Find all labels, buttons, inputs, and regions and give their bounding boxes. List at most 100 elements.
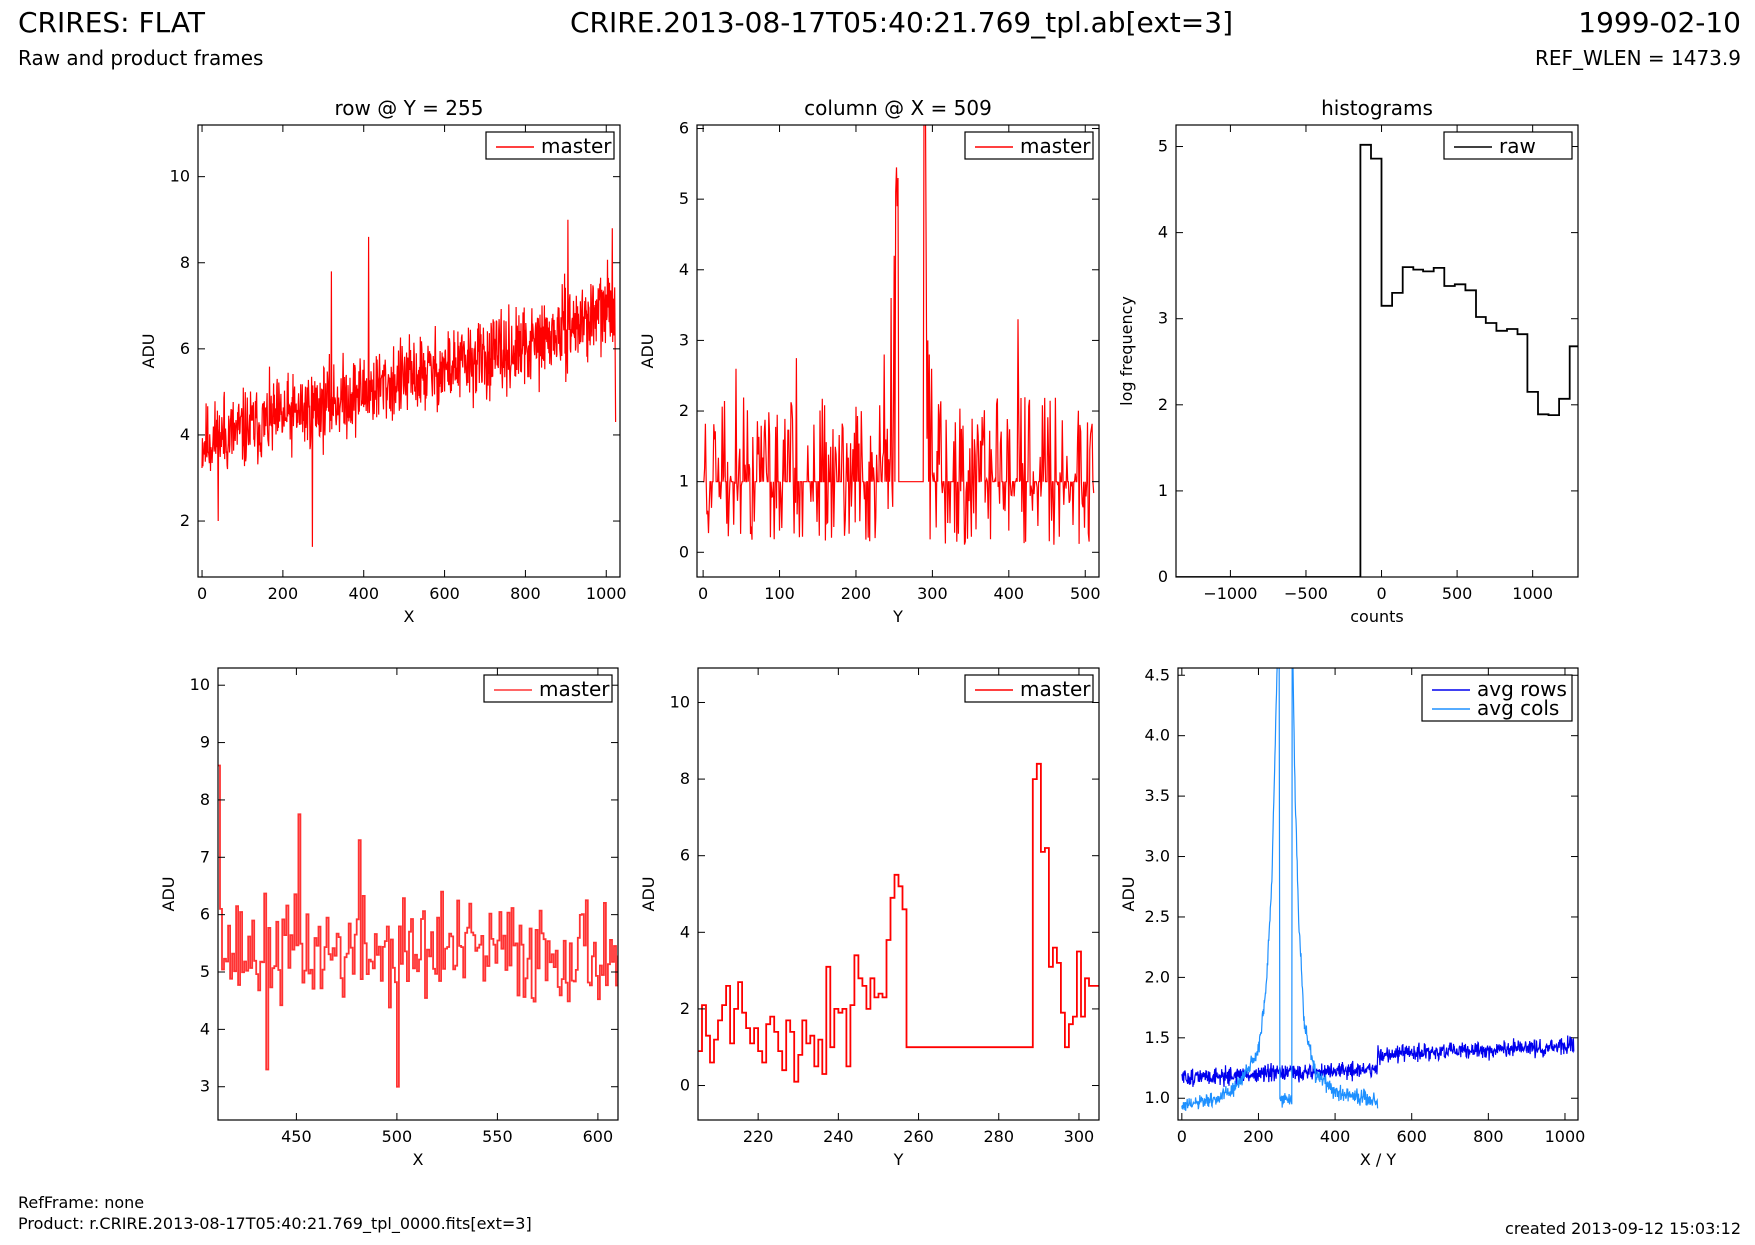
chart-5: 220 240 260 280 300 0 2 4 6 8 10 Y ADU master bbox=[639, 667, 1100, 1169]
legend bbox=[483, 674, 613, 703]
x-tick-label: 800 bbox=[1473, 1127, 1504, 1146]
legend-label: avg rows bbox=[1477, 677, 1567, 701]
legend bbox=[964, 674, 1094, 703]
legend bbox=[485, 131, 615, 160]
series-line-raw bbox=[1176, 143, 1578, 577]
header-left-subtitle: Raw and product frames bbox=[18, 46, 264, 70]
series-line-master bbox=[218, 764, 618, 1088]
x-tick-label: −1000 bbox=[1203, 584, 1257, 603]
y-tick-label: 6 bbox=[180, 339, 190, 358]
x-tick-label: 1000 bbox=[586, 584, 627, 603]
y-tick-label: 2 bbox=[1158, 395, 1168, 414]
y-tick-label: 0 bbox=[1158, 567, 1168, 586]
chart-title: histograms bbox=[1321, 96, 1433, 120]
legend-label: master bbox=[539, 677, 610, 701]
series-line-avg-rows bbox=[1181, 1035, 1575, 1087]
y-tick-label: 1 bbox=[1158, 481, 1168, 500]
y-axis-label: ADU bbox=[639, 877, 658, 912]
header-ref-wlen: REF_WLEN = 1473.9 bbox=[1534, 46, 1741, 70]
x-tick-label: 500 bbox=[1070, 584, 1101, 603]
y-tick-label: 4 bbox=[1158, 223, 1168, 242]
x-tick-label: 260 bbox=[903, 1127, 934, 1146]
x-axis-label: counts bbox=[1350, 607, 1403, 626]
x-tick-label: 0 bbox=[1376, 584, 1386, 603]
chart-4: 450 500 550 600 3 4 5 6 7 8 9 10 X ADU master bbox=[159, 667, 619, 1169]
y-tick-label: 1.0 bbox=[1145, 1088, 1170, 1107]
y-tick-label: 7 bbox=[200, 847, 210, 866]
x-tick-label: 200 bbox=[268, 584, 299, 603]
y-tick-label: 3.5 bbox=[1145, 786, 1170, 805]
x-tick-label: 500 bbox=[1442, 584, 1473, 603]
y-tick-label: 4 bbox=[180, 425, 190, 444]
x-tick-label: 280 bbox=[983, 1127, 1014, 1146]
y-tick-label: 1.5 bbox=[1145, 1028, 1170, 1047]
x-axis-label: X / Y bbox=[1360, 1150, 1397, 1169]
x-axis-label: X bbox=[404, 607, 415, 626]
x-tick-label: 400 bbox=[994, 584, 1025, 603]
plot-frame bbox=[1177, 667, 1579, 1121]
y-tick-label: 3 bbox=[200, 1077, 210, 1096]
y-tick-label: 4 bbox=[679, 260, 689, 279]
y-tick-label: 0 bbox=[680, 1076, 690, 1095]
x-axis-label: X bbox=[413, 1150, 424, 1169]
x-tick-label: 450 bbox=[281, 1127, 312, 1146]
y-tick-label: 8 bbox=[200, 790, 210, 809]
legend-label: avg cols bbox=[1477, 696, 1559, 720]
y-tick-label: 5 bbox=[1158, 137, 1168, 156]
x-tick-label: −500 bbox=[1284, 584, 1328, 603]
y-tick-label: 8 bbox=[180, 253, 190, 272]
y-tick-label: 3 bbox=[679, 330, 689, 349]
y-tick-label: 5 bbox=[679, 189, 689, 208]
x-tick-label: 0 bbox=[1177, 1127, 1187, 1146]
series-line-master bbox=[703, 125, 1095, 545]
x-tick-label: 200 bbox=[841, 584, 872, 603]
header-left-title: CRIRES: FLAT bbox=[18, 6, 205, 39]
y-axis-label: log frequency bbox=[1117, 296, 1136, 406]
chart-title: row @ Y = 255 bbox=[335, 96, 484, 120]
x-tick-label: 550 bbox=[482, 1127, 513, 1146]
plot-frame bbox=[197, 124, 621, 578]
x-tick-label: 240 bbox=[823, 1127, 854, 1146]
y-tick-label: 8 bbox=[680, 769, 690, 788]
y-axis-label: ADU bbox=[638, 334, 657, 369]
y-tick-label: 10 bbox=[190, 675, 210, 694]
y-tick-label: 6 bbox=[200, 905, 210, 924]
plot-frame bbox=[217, 667, 619, 1121]
header-center-title: CRIRE.2013-08-17T05:40:21.769_tpl.ab[ext… bbox=[569, 6, 1233, 39]
y-tick-label: 2.5 bbox=[1145, 907, 1170, 926]
footer-product: Product: r.CRIRE.2013-08-17T05:40:21.769… bbox=[18, 1214, 532, 1233]
x-tick-label: 220 bbox=[743, 1127, 774, 1146]
x-tick-label: 200 bbox=[1243, 1127, 1274, 1146]
x-tick-label: 500 bbox=[382, 1127, 413, 1146]
plot-frame bbox=[1175, 124, 1579, 578]
x-tick-label: 400 bbox=[1320, 1127, 1351, 1146]
x-tick-label: 400 bbox=[348, 584, 379, 603]
x-tick-label: 0 bbox=[197, 584, 207, 603]
legend-label: master bbox=[1020, 134, 1091, 158]
y-axis-label: ADU bbox=[159, 877, 178, 912]
y-tick-label: 3.0 bbox=[1145, 847, 1170, 866]
x-tick-label: 0 bbox=[698, 584, 708, 603]
y-tick-label: 6 bbox=[679, 119, 689, 138]
chart-title: column @ X = 509 bbox=[804, 96, 992, 120]
y-tick-label: 5 bbox=[200, 962, 210, 981]
x-tick-label: 300 bbox=[1064, 1127, 1095, 1146]
y-tick-label: 4 bbox=[680, 922, 690, 941]
y-tick-label: 6 bbox=[680, 846, 690, 865]
x-tick-label: 600 bbox=[583, 1127, 614, 1146]
y-tick-label: 2 bbox=[180, 511, 190, 530]
series-line-avg-cols bbox=[1181, 668, 1379, 1111]
chart-3: −1000 −500 0 500 1000 0 1 2 3 4 5 histograms counts l… bbox=[1117, 96, 1579, 626]
footer-ref-frame: RefFrame: none bbox=[18, 1193, 145, 1212]
plot-frame bbox=[696, 124, 1100, 578]
y-tick-label: 0 bbox=[679, 542, 689, 561]
y-tick-label: 4.0 bbox=[1145, 726, 1170, 745]
x-tick-label: 300 bbox=[917, 584, 948, 603]
y-tick-label: 2.0 bbox=[1145, 967, 1170, 986]
x-tick-label: 600 bbox=[1396, 1127, 1427, 1146]
legend-label: master bbox=[1020, 677, 1091, 701]
y-tick-label: 4.5 bbox=[1145, 665, 1170, 684]
legend-label: raw bbox=[1499, 134, 1536, 158]
x-tick-label: 1000 bbox=[1512, 584, 1553, 603]
